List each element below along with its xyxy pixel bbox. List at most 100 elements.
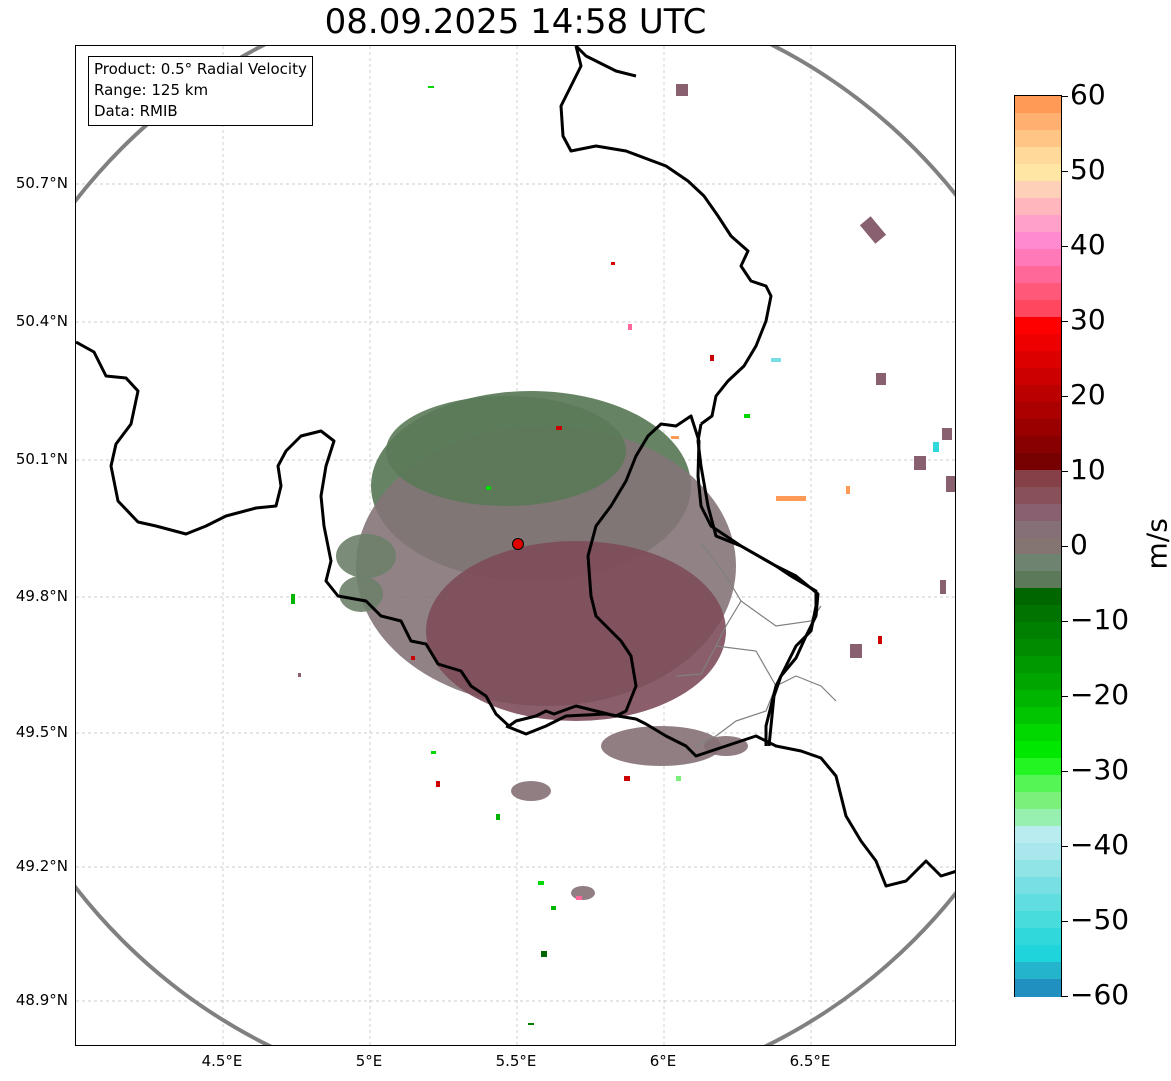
colorbar-segment xyxy=(1015,809,1061,827)
colorbar-segment xyxy=(1015,707,1061,725)
lat-label-50-7: 50.7°N xyxy=(15,174,68,192)
lat-label-50-1: 50.1°N xyxy=(15,450,68,468)
radar-map-svg xyxy=(76,46,955,1045)
border-be-de-north xyxy=(559,46,773,426)
colorbar-tick-mark xyxy=(1062,996,1068,997)
lat-label-49-8: 49.8°N xyxy=(15,587,68,605)
map-title: 08.09.2025 14:58 UTC xyxy=(324,2,707,42)
lon-label-6: 6°E xyxy=(649,1052,677,1070)
lat-label-48-9: 48.9°N xyxy=(15,991,68,1009)
lat-label-49-5: 49.5°N xyxy=(15,723,68,741)
radar-echoes xyxy=(291,84,955,1025)
colorbar-segment xyxy=(1015,622,1061,640)
country-borders xyxy=(76,46,955,888)
colorbar-tick-label: 10 xyxy=(1070,453,1106,486)
colorbar-tick-label: −60 xyxy=(1070,978,1130,1011)
lon-label-5-5: 5.5°E xyxy=(495,1052,537,1070)
colorbar-segment xyxy=(1015,265,1061,284)
colorbar-segment xyxy=(1015,197,1061,216)
lon-label-6-5: 6.5°E xyxy=(789,1052,831,1070)
colorbar-segment xyxy=(1015,826,1061,844)
product-info-box: Product: 0.5° Radial Velocity Range: 125… xyxy=(88,56,313,126)
colorbar-segment xyxy=(1015,503,1061,522)
colorbar-segment xyxy=(1015,928,1061,946)
colorbar-segment xyxy=(1015,588,1061,607)
colorbar-segment xyxy=(1015,146,1061,165)
colorbar-tick-label: 30 xyxy=(1070,303,1106,336)
colorbar-tick-mark xyxy=(1062,396,1068,397)
colorbar-segment xyxy=(1015,248,1061,267)
product-label: Product: 0.5° Radial Velocity xyxy=(94,60,307,78)
colorbar-tick-label: −30 xyxy=(1070,753,1130,786)
radar-site-marker xyxy=(512,538,524,550)
colorbar-segment xyxy=(1015,231,1061,250)
border-lu-fr-south xyxy=(505,712,955,888)
lat-label-49-2: 49.2°N xyxy=(15,857,68,875)
colorbar-tick-label: 20 xyxy=(1070,378,1106,411)
colorbar-segment xyxy=(1015,163,1061,182)
colorbar-tick-mark xyxy=(1062,471,1068,472)
colorbar-segment xyxy=(1015,656,1061,674)
colorbar-tick-mark xyxy=(1062,546,1068,547)
colorbar-segment xyxy=(1015,333,1061,352)
colorbar-segment xyxy=(1015,367,1061,386)
colorbar-segment xyxy=(1015,96,1061,114)
colorbar-segment xyxy=(1015,418,1061,437)
echo-south-outbound xyxy=(426,541,726,721)
lon-label-4-5: 4.5°E xyxy=(201,1052,243,1070)
colorbar-segment xyxy=(1015,571,1061,590)
colorbar-tick-mark xyxy=(1062,771,1068,772)
colorbar-segment xyxy=(1015,316,1061,335)
colorbar-tick-label: 60 xyxy=(1070,78,1106,111)
colorbar-tick-label: −20 xyxy=(1070,678,1130,711)
colorbar-tick-label: 0 xyxy=(1070,528,1088,561)
colorbar-segment xyxy=(1015,537,1061,556)
colorbar-segment xyxy=(1015,180,1061,199)
colorbar-segment xyxy=(1015,469,1061,488)
range-label: Range: 125 km xyxy=(94,81,209,99)
colorbar-tick-mark xyxy=(1062,846,1068,847)
colorbar-segment xyxy=(1015,350,1061,369)
colorbar-tick-mark xyxy=(1062,621,1068,622)
velocity-colorbar xyxy=(1014,95,1062,997)
radar-map[interactable] xyxy=(75,45,956,1046)
border-fr-be-west xyxy=(76,340,818,746)
colorbar-segment xyxy=(1015,452,1061,471)
colorbar-segment xyxy=(1015,401,1061,420)
colorbar-segment xyxy=(1015,945,1061,963)
colorbar-segment xyxy=(1015,911,1061,929)
lon-label-5: 5°E xyxy=(355,1052,383,1070)
colorbar-tick-mark xyxy=(1062,921,1068,922)
colorbar-segment xyxy=(1015,435,1061,454)
colorbar-tick-label: 50 xyxy=(1070,153,1106,186)
data-source-label: Data: RMIB xyxy=(94,102,178,120)
colorbar-segment xyxy=(1015,775,1061,793)
colorbar-tick-mark xyxy=(1062,171,1068,172)
colorbar-segment xyxy=(1015,486,1061,505)
colorbar-segment xyxy=(1015,554,1061,573)
colorbar-tick-label: −50 xyxy=(1070,903,1130,936)
colorbar-segment xyxy=(1015,214,1061,233)
lat-label-50-4: 50.4°N xyxy=(15,312,68,330)
colorbar-segment xyxy=(1015,792,1061,810)
colorbar-segment xyxy=(1015,384,1061,403)
colorbar-segment xyxy=(1015,690,1061,708)
colorbar-segment xyxy=(1015,299,1061,318)
colorbar-unit-label: m/s xyxy=(1140,518,1171,570)
colorbar-tick-label: 40 xyxy=(1070,228,1106,261)
colorbar-tick-mark xyxy=(1062,321,1068,322)
border-lu-de-east xyxy=(696,423,820,747)
colorbar-segment xyxy=(1015,605,1061,623)
colorbar-segment xyxy=(1015,877,1061,895)
colorbar-segment xyxy=(1015,724,1061,742)
colorbar-segment xyxy=(1015,129,1061,148)
colorbar-segment xyxy=(1015,112,1061,131)
colorbar-segment xyxy=(1015,282,1061,301)
colorbar-tick-mark xyxy=(1062,96,1068,97)
colorbar-tick-mark xyxy=(1062,246,1068,247)
colorbar-segment xyxy=(1015,639,1061,657)
colorbar-segment xyxy=(1015,843,1061,861)
colorbar-segment xyxy=(1015,673,1061,691)
colorbar-segment xyxy=(1015,860,1061,878)
colorbar-segment xyxy=(1015,741,1061,759)
